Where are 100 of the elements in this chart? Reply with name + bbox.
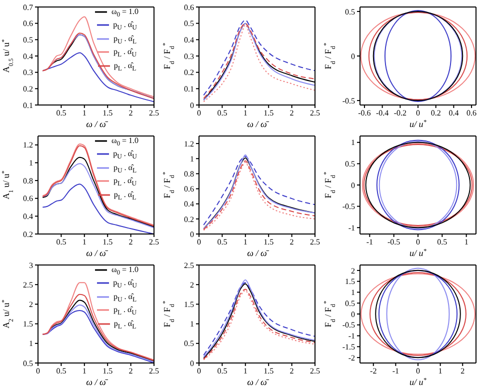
legend-label: p$_{L}$ . α̂$_{L}$ xyxy=(114,318,136,330)
x-tick-label: 1.5 xyxy=(264,238,274,247)
x-tick-label: 1.5 xyxy=(264,108,274,118)
x-tick-label: 1 xyxy=(243,238,248,247)
x-tick-label: 2.5 xyxy=(310,108,320,118)
x-axis-title: ω / ω̄ xyxy=(86,119,109,129)
x-tick-label: 2 xyxy=(128,366,133,376)
y-tick-label: 2 xyxy=(190,280,194,290)
legend-label: ω$_{0}$ = 1.0 xyxy=(111,136,139,148)
x-tick-label: -0.6 xyxy=(358,108,371,118)
x-tick-label: 0.5 xyxy=(56,366,66,376)
y-tick-label: 0 xyxy=(190,100,194,110)
legend-label: ω$_{0}$ = 1.0 xyxy=(111,264,139,276)
x-axis-title: ω / ω̄ xyxy=(86,377,109,387)
y-tick-label: 0.5 xyxy=(184,19,194,28)
legend-label: p$_{L}$ . α̂$_{U}$ xyxy=(113,176,137,188)
x-tick-label: 0 xyxy=(197,238,201,247)
x-tick-label: -0.4 xyxy=(376,108,389,118)
y-tick-label: 3 xyxy=(29,260,33,270)
y-tick-label: -1 xyxy=(348,223,355,232)
y-tick-label: 0 xyxy=(190,230,194,239)
y-tick-label: 1.5 xyxy=(23,320,33,329)
y-tick-label: 0.2 xyxy=(184,68,194,78)
y-tick-label: 0.4 xyxy=(184,36,194,45)
y-tick-label: 0.6 xyxy=(184,184,194,194)
x-tick-label: -1 xyxy=(366,238,374,247)
y-tick-label: 0 xyxy=(351,52,355,61)
legend-label: p$_{L}$ . α̂$_{U}$ xyxy=(113,47,137,59)
y-tick-label: 0.2 xyxy=(23,84,33,94)
legend-label: p$_{U}$ . α̂$_{L}$ xyxy=(113,34,137,46)
y-tick-label: 0.5 xyxy=(184,339,194,348)
x-tick-label: 2.5 xyxy=(149,238,159,247)
x-tick-label: 1 xyxy=(82,238,86,247)
x-tick-label: 0 xyxy=(197,366,201,376)
x-axis-title: ω / ω̄ xyxy=(247,248,270,258)
y-tick-label: 0.3 xyxy=(184,52,194,61)
y-tick-label: 2.5 xyxy=(23,280,33,290)
y-tick-label: 0.5 xyxy=(23,36,33,45)
y-tick-label: 0.3 xyxy=(23,68,33,78)
x-tick-label: 2.5 xyxy=(310,366,320,376)
y-tick-label: 1 xyxy=(29,158,33,168)
y-tick-label: 2.5 xyxy=(184,260,194,270)
x-tick-label: 1.5 xyxy=(102,108,113,118)
y-tick-label: 0.5 xyxy=(345,7,355,16)
x-tick-label: 2 xyxy=(460,366,465,376)
x-tick-label: 0 xyxy=(416,238,420,247)
x-tick-label: 1.5 xyxy=(102,238,113,247)
x-tick-label: 0.5 xyxy=(217,238,228,247)
x-tick-label: 1 xyxy=(438,366,442,376)
x-tick-label: 0 xyxy=(36,366,40,376)
y-tick-label: -1.5 xyxy=(342,342,355,352)
y-tick-label: 0.1 xyxy=(184,84,194,94)
y-tick-label: 0.5 xyxy=(345,298,355,308)
y-tick-label: -0.5 xyxy=(342,96,355,106)
x-tick-label: 2.5 xyxy=(310,238,320,247)
y-tick-label: 0 xyxy=(190,358,194,368)
y-tick-label: -0.5 xyxy=(342,202,355,212)
legend-label: p$_{L}$ . α̂$_{U}$ xyxy=(113,305,137,317)
x-tick-label: 2.5 xyxy=(149,108,159,118)
y-tick-label: 0.2 xyxy=(23,230,33,239)
x-axis-title: u/ u$^{*}$ xyxy=(410,248,428,258)
y-tick-label: 0.5 xyxy=(345,160,355,169)
y-tick-label: 1 xyxy=(190,154,194,164)
x-tick-label: 0.2 xyxy=(430,108,441,118)
x-tick-label: -0.2 xyxy=(394,108,406,118)
x-tick-label: 0 xyxy=(416,108,420,118)
legend-label: ω$_{0}$ = 1.0 xyxy=(111,6,139,18)
y-tick-label: -2 xyxy=(348,353,355,362)
x-tick-label: 2 xyxy=(290,366,294,376)
x-tick-label: 2 xyxy=(290,238,294,247)
x-axis-title: u/ u$^{*}$ xyxy=(410,118,428,129)
y-tick-label: 1 xyxy=(351,138,355,148)
legend-label: p$_{L}$ . α̂$_{L}$ xyxy=(114,190,136,202)
x-tick-label: 0.5 xyxy=(217,366,228,376)
y-tick-label: 0.4 xyxy=(184,200,194,209)
y-tick-label: 0.1 xyxy=(23,100,33,110)
y-tick-label: 0.4 xyxy=(23,52,33,61)
x-tick-label: 2 xyxy=(290,108,294,118)
x-tick-label: 1 xyxy=(82,108,86,118)
x-tick-label: 2 xyxy=(128,108,133,118)
x-axis-title: ω / ω̄ xyxy=(247,377,270,387)
x-tick-label: 0.6 xyxy=(466,108,477,118)
legend-label: p$_{U}$ . α̂$_{L}$ xyxy=(113,162,137,174)
x-tick-label: 1 xyxy=(464,238,468,247)
y-tick-label: 0.7 xyxy=(23,2,33,12)
y-tick-label: 0.8 xyxy=(23,176,33,186)
y-tick-label: 1 xyxy=(29,339,33,348)
x-tick-label: 1.5 xyxy=(102,366,113,376)
legend-label: p$_{U}$ . α̂$_{U}$ xyxy=(113,149,137,161)
x-tick-label: 1 xyxy=(243,108,248,118)
y-tick-label: -0.5 xyxy=(342,320,355,330)
x-tick-label: 0.4 xyxy=(448,108,459,118)
x-tick-label: -1 xyxy=(392,366,400,376)
y-tick-label: 0.5 xyxy=(23,358,33,368)
y-tick-label: 1 xyxy=(190,320,194,329)
x-tick-label: 2 xyxy=(128,238,133,247)
x-tick-label: -2 xyxy=(370,366,377,376)
y-tick-label: 0.6 xyxy=(184,2,194,12)
x-tick-label: 0.5 xyxy=(56,238,66,247)
x-axis-title: u/ u$^{*}$ xyxy=(410,376,428,387)
